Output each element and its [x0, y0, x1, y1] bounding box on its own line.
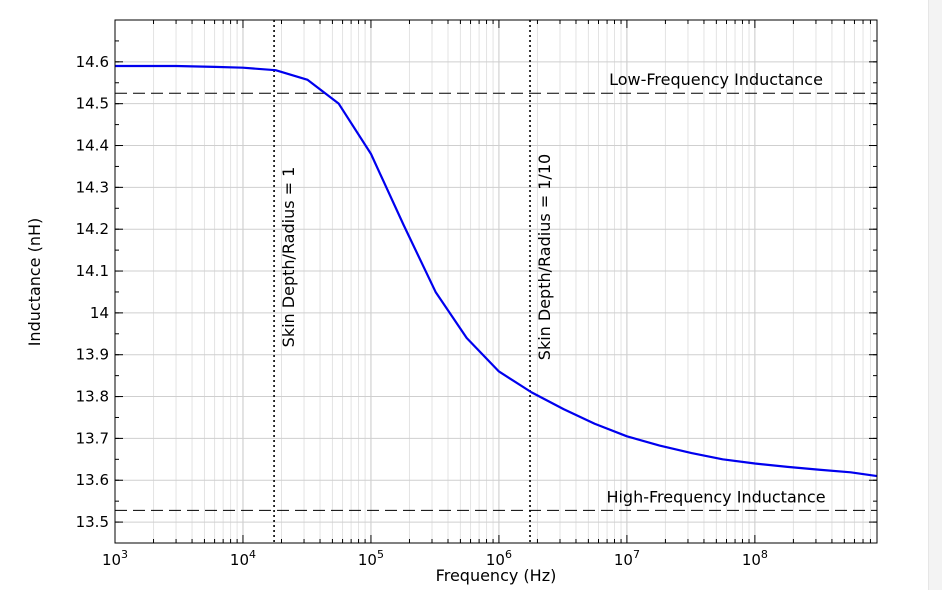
inductance-chart: Low-Frequency Inductance High-Frequency I… — [25, 19, 878, 585]
y-tick-label: 14 — [90, 304, 109, 322]
y-tick-label: 13.7 — [76, 429, 109, 447]
grid-layer — [114, 20, 878, 543]
x-tick-label: 103 — [102, 548, 128, 569]
axis-labels: Frequency (Hz) Inductance (nH) — [25, 218, 556, 585]
plot-border — [114, 19, 878, 544]
y-tick-label: 13.9 — [76, 346, 109, 364]
window-edge — [928, 0, 942, 590]
reference-lines: Low-Frequency Inductance High-Frequency I… — [115, 20, 877, 543]
skin-depth-1-10-label: Skin Depth/Radius = 1/10 — [535, 154, 554, 360]
axis-ticks: 13.5 13.6 13.7 13.8 13.9 14 14.1 14.2 14.3 14.4 14… — [76, 19, 878, 569]
y-tick-label: 14.1 — [76, 262, 109, 280]
x-tick-label: 106 — [486, 548, 512, 569]
y-tick-label: 14.3 — [76, 178, 109, 196]
skin-depth-1-label: Skin Depth/Radius = 1 — [279, 167, 298, 348]
x-tick-label: 105 — [358, 548, 384, 569]
series-line-inductance — [115, 64, 878, 478]
y-tick-label: 14.6 — [76, 53, 109, 71]
series-layer — [115, 64, 878, 478]
x-tick-label: 104 — [230, 548, 256, 569]
y-tick-label: 13.6 — [76, 471, 109, 489]
y-tick-label: 14.4 — [76, 137, 109, 155]
high-frequency-inductance-label: High-Frequency Inductance — [606, 487, 825, 506]
y-tick-label: 13.5 — [76, 513, 109, 531]
x-axis-label: Frequency (Hz) — [436, 566, 557, 585]
x-tick-label: 108 — [742, 548, 768, 569]
low-frequency-inductance-label: Low-Frequency Inductance — [609, 70, 823, 89]
y-tick-label: 13.8 — [76, 388, 109, 406]
y-tick-label: 14.2 — [76, 220, 109, 238]
plot-frame — [114, 19, 878, 544]
x-tick-label: 107 — [614, 548, 640, 569]
y-tick-label: 14.5 — [76, 95, 109, 113]
y-axis-label: Inductance (nH) — [25, 218, 44, 347]
